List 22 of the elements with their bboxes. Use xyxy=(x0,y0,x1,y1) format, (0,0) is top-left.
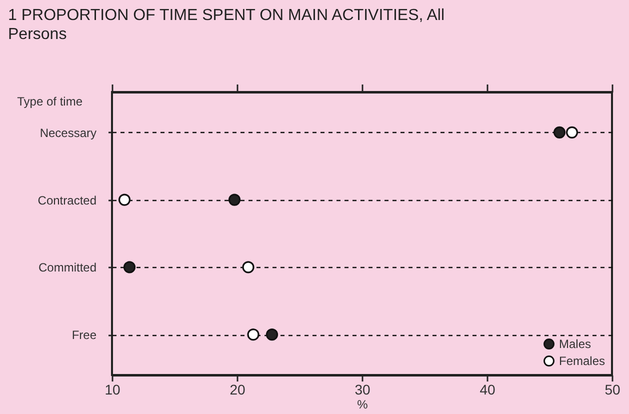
x-tick-label: 40 xyxy=(480,382,496,398)
x-tick-label: 10 xyxy=(104,382,120,398)
y-axis-title: Type of time xyxy=(17,94,83,108)
point xyxy=(553,126,566,138)
point xyxy=(566,126,578,138)
x-axis-title: % xyxy=(357,398,368,412)
x-tick-label: 30 xyxy=(354,382,370,398)
y-tick-label: Necessary xyxy=(40,126,96,140)
y-tick-label: Contracted xyxy=(38,193,96,208)
y-tick-label: Free xyxy=(72,328,97,342)
point xyxy=(118,194,131,206)
x-tick-label: 20 xyxy=(230,382,246,398)
chart-title: 1 PROPORTION OF TIME SPENT ON MAIN ACTIVITIES, All Persons xyxy=(8,6,446,44)
point xyxy=(247,328,260,341)
legend-label: Males xyxy=(559,337,592,351)
point xyxy=(123,261,136,274)
point xyxy=(242,261,254,274)
point xyxy=(228,194,241,206)
y-tick-label: Committed xyxy=(38,260,96,275)
x-tick-label: 50 xyxy=(604,382,620,398)
point xyxy=(266,328,278,341)
legend-label: Females xyxy=(559,354,606,368)
